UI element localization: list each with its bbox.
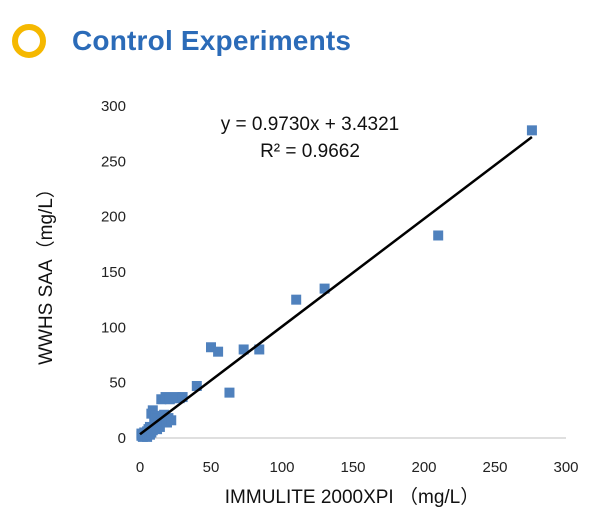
y-tick-label: 150 [101,264,126,281]
x-axis-label: IMMULITE 2000XPI （mg/L） [225,486,479,508]
section-header: Control Experiments [12,16,351,66]
data-point [254,344,265,355]
y-tick-label: 200 [101,209,126,226]
data-point [319,283,330,294]
y-tick-label: 100 [101,319,126,336]
data-point [154,421,165,432]
y-tick-label: 300 [101,98,126,115]
data-point [147,405,158,416]
x-tick-label: 50 [203,459,220,476]
x-tick-label: 150 [340,459,365,476]
x-tick-label: 300 [553,459,578,476]
data-point [526,125,537,136]
trendline-equation: y = 0.9730x + 3.4321 [221,114,400,135]
y-axis-ticks: 0 50 100 150 200 250 300 [101,98,126,447]
data-point [213,346,224,357]
data-point [177,392,188,403]
data-point [224,387,235,398]
data-point [166,415,177,426]
page-title: Control Experiments [72,25,352,56]
x-tick-label: 0 [136,459,144,476]
y-tick-label: 250 [101,153,126,170]
x-tick-label: 250 [482,459,507,476]
y-axis-label: WWHS SAA（mg/L） [35,179,57,365]
data-point [291,294,302,305]
y-tick-label: 50 [109,375,126,392]
trendline [139,136,533,436]
x-tick-label: 100 [269,459,294,476]
y-tick-label: 0 [118,430,126,447]
r-squared-label: R² = 0.9662 [260,141,360,162]
x-axis-ticks: 0 50 100 150 200 250 300 [136,459,579,476]
data-point [206,342,216,353]
ring-icon [12,24,46,58]
data-point [433,230,444,241]
x-tick-label: 200 [411,459,436,476]
data-point [191,380,202,391]
data-point [238,344,249,355]
